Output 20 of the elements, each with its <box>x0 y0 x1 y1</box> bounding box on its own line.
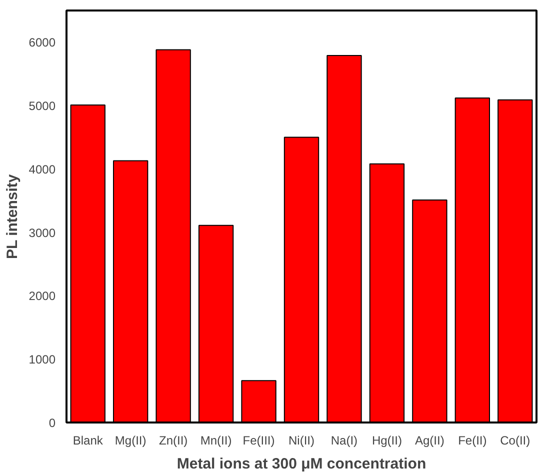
y-axis-title: PL intensity <box>4 174 21 260</box>
x-tick-label: Fe(III) <box>242 434 275 448</box>
x-tick-label: Zn(II) <box>158 434 188 448</box>
x-tick-label: Hg(II) <box>372 434 402 448</box>
x-tick-label: Mg(II) <box>114 434 146 448</box>
y-tick-label: 0 <box>48 416 56 430</box>
x-axis-title: Metal ions at 300 μM concentration <box>176 456 426 472</box>
y-tick-label: 6000 <box>28 36 56 50</box>
x-tick-label: Ni(II) <box>288 434 315 448</box>
y-tick-label: 3000 <box>28 226 56 240</box>
y-tick-label: 1000 <box>28 352 56 367</box>
x-tick-label: Blank <box>72 434 104 448</box>
y-tick-label: 4000 <box>28 162 56 176</box>
x-tick-label: Mn(II) <box>200 434 232 448</box>
x-tick-label: Fe(II) <box>458 434 487 448</box>
y-tick-label: 5000 <box>28 99 56 114</box>
y-tick-label: 2000 <box>28 289 56 304</box>
x-tick-label: Co(II) <box>500 434 530 448</box>
x-tick-label: Na(I) <box>330 434 358 448</box>
x-tick-label: Ag(II) <box>415 434 444 448</box>
